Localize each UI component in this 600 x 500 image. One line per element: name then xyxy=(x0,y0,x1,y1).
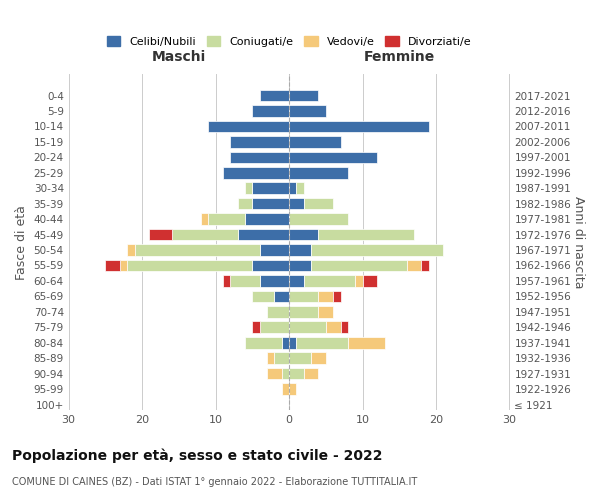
Bar xyxy=(421,260,428,272)
Bar xyxy=(333,290,341,302)
Bar xyxy=(319,306,333,318)
Bar xyxy=(127,260,253,272)
Bar xyxy=(304,198,333,209)
Bar xyxy=(274,352,289,364)
Bar xyxy=(289,90,319,102)
Bar xyxy=(282,384,289,395)
Bar xyxy=(355,275,362,286)
Bar xyxy=(230,152,289,163)
Bar xyxy=(245,182,253,194)
Text: Femmine: Femmine xyxy=(364,50,435,64)
Bar xyxy=(289,322,326,333)
Bar xyxy=(289,337,296,348)
Bar xyxy=(149,229,172,240)
Bar xyxy=(362,275,377,286)
Bar xyxy=(326,322,341,333)
Bar xyxy=(289,198,304,209)
Bar xyxy=(282,368,289,380)
Bar xyxy=(311,352,326,364)
Bar xyxy=(289,136,341,147)
Bar xyxy=(223,275,230,286)
Bar xyxy=(341,322,348,333)
Bar xyxy=(289,152,377,163)
Bar xyxy=(289,290,319,302)
Bar xyxy=(289,229,319,240)
Y-axis label: Fasce di età: Fasce di età xyxy=(15,205,28,280)
Bar xyxy=(260,90,289,102)
Bar xyxy=(245,337,282,348)
Bar xyxy=(208,214,245,225)
Bar xyxy=(238,229,289,240)
Bar xyxy=(348,337,385,348)
Bar xyxy=(253,260,289,272)
Bar xyxy=(127,244,135,256)
Y-axis label: Anni di nascita: Anni di nascita xyxy=(572,196,585,288)
Bar xyxy=(253,322,260,333)
Bar xyxy=(253,105,289,117)
Bar xyxy=(289,167,348,178)
Bar xyxy=(319,290,333,302)
Bar xyxy=(289,182,296,194)
Bar xyxy=(289,368,304,380)
Bar xyxy=(289,352,311,364)
Bar xyxy=(282,337,289,348)
Bar xyxy=(253,290,274,302)
Bar xyxy=(311,244,443,256)
Bar xyxy=(289,120,428,132)
Text: Popolazione per età, sesso e stato civile - 2022: Popolazione per età, sesso e stato civil… xyxy=(12,448,383,463)
Bar xyxy=(289,244,311,256)
Bar xyxy=(223,167,289,178)
Bar xyxy=(311,260,407,272)
Bar xyxy=(253,182,289,194)
Bar xyxy=(407,260,421,272)
Bar xyxy=(260,322,289,333)
Bar xyxy=(274,290,289,302)
Bar xyxy=(319,229,414,240)
Bar xyxy=(289,214,348,225)
Bar xyxy=(304,275,355,286)
Bar xyxy=(238,198,253,209)
Text: Maschi: Maschi xyxy=(152,50,206,64)
Bar xyxy=(289,260,311,272)
Bar xyxy=(267,352,274,364)
Bar xyxy=(296,182,304,194)
Bar xyxy=(135,244,260,256)
Bar xyxy=(289,275,304,286)
Bar xyxy=(289,306,319,318)
Bar xyxy=(260,275,289,286)
Bar xyxy=(260,244,289,256)
Bar xyxy=(106,260,120,272)
Legend: Celibi/Nubili, Coniugati/e, Vedovi/e, Divorziati/e: Celibi/Nubili, Coniugati/e, Vedovi/e, Di… xyxy=(107,36,471,47)
Bar xyxy=(120,260,127,272)
Bar xyxy=(296,337,348,348)
Bar xyxy=(253,198,289,209)
Bar xyxy=(304,368,319,380)
Bar xyxy=(208,120,289,132)
Bar xyxy=(267,306,289,318)
Bar xyxy=(245,214,289,225)
Bar xyxy=(267,368,282,380)
Text: COMUNE DI CAINES (BZ) - Dati ISTAT 1° gennaio 2022 - Elaborazione TUTTITALIA.IT: COMUNE DI CAINES (BZ) - Dati ISTAT 1° ge… xyxy=(12,477,417,487)
Bar xyxy=(230,136,289,147)
Bar xyxy=(289,105,326,117)
Bar xyxy=(201,214,208,225)
Bar xyxy=(289,384,296,395)
Bar xyxy=(172,229,238,240)
Bar xyxy=(230,275,260,286)
